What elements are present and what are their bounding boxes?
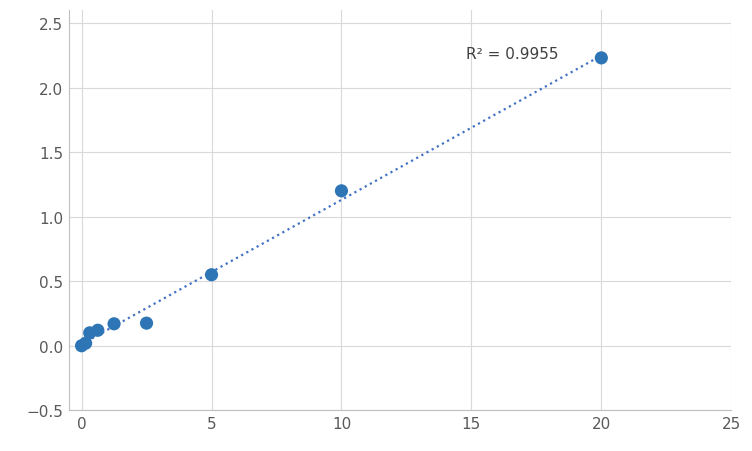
Point [83, 330, 96, 337]
Point [335, 188, 347, 195]
Text: R² = 0.9955: R² = 0.9955 [466, 47, 559, 62]
Point [92, 327, 104, 334]
Point [141, 320, 153, 327]
Point [80, 340, 92, 347]
Point [205, 272, 217, 279]
Point [596, 55, 608, 62]
Point [75, 342, 87, 350]
Point [108, 321, 120, 328]
